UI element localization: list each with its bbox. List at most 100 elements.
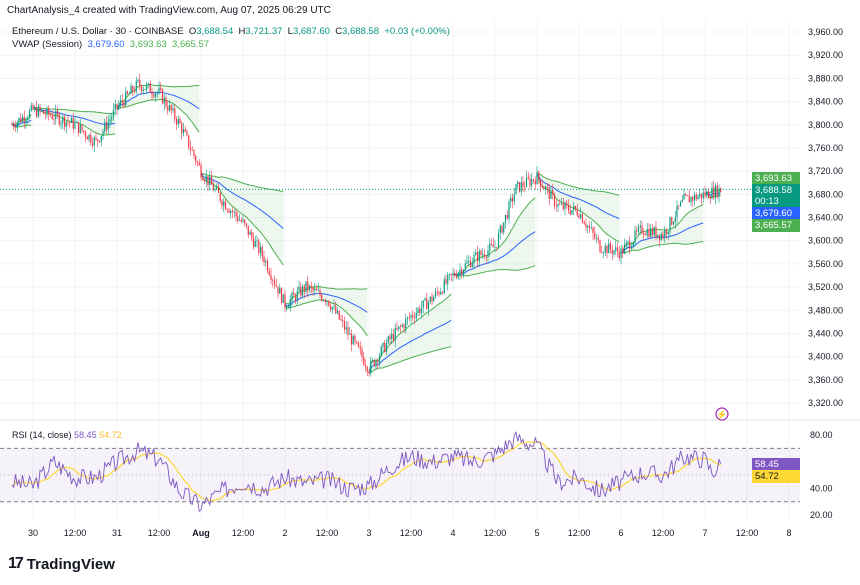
candle-body [247, 225, 249, 235]
candle-body [471, 262, 473, 268]
candle-body [350, 333, 353, 345]
candle-body [669, 217, 671, 232]
candle-body [340, 319, 342, 321]
symbol-label[interactable]: Ethereum / U.S. Dollar · 30 · COINBASE [12, 26, 184, 37]
candle-body [613, 250, 615, 254]
candle-body [364, 364, 367, 368]
candle-body [718, 187, 720, 197]
candle-body [231, 210, 234, 213]
candle-body [408, 317, 410, 319]
time-axis-label: 6 [618, 528, 623, 538]
candle-body [426, 298, 428, 310]
candle-body [370, 360, 372, 374]
candle-body [587, 226, 589, 228]
time-axis-label: 4 [450, 528, 455, 538]
candle-body [107, 121, 109, 130]
candle-body [660, 234, 662, 240]
candle-body [697, 196, 699, 200]
candle-body [296, 291, 298, 301]
candle-body [270, 274, 272, 280]
candle-body [380, 346, 382, 356]
rsi-ma-tag: 54.72 [752, 470, 800, 483]
candle-body [298, 286, 300, 292]
candle-body [630, 246, 633, 249]
vwap-lower-band [621, 240, 704, 254]
candle-body [606, 245, 608, 254]
vwap-band-fill [117, 84, 200, 133]
rsi-label[interactable]: RSI (14, close) [12, 430, 72, 440]
candle-body [566, 202, 568, 205]
candle-body [368, 371, 370, 374]
tradingview-logo[interactable]: 17 TradingView [8, 555, 115, 573]
candle-body [55, 110, 57, 119]
candle-body [693, 194, 696, 201]
candle-body [209, 176, 211, 186]
time-axis-label: 3 [366, 528, 371, 538]
candle-body [529, 178, 531, 186]
candle-body [599, 240, 601, 252]
candle-body [517, 181, 519, 185]
low-value: 3,687.60 [292, 26, 330, 37]
candle-body [291, 292, 293, 300]
candle-body [692, 197, 694, 201]
candle-body [429, 296, 431, 302]
candle-body [319, 290, 321, 296]
candle-body [321, 295, 323, 301]
candle-body [265, 260, 267, 263]
candle-body [308, 285, 311, 291]
candle-body [140, 85, 143, 91]
candle-body [168, 105, 171, 111]
change-value: +0.03 (+0.00%) [384, 26, 450, 37]
candle-body [93, 137, 95, 146]
price-axis-label: 3,800.00 [808, 120, 843, 130]
candle-body [667, 231, 669, 235]
price-axis-label: 3,560.00 [808, 259, 843, 269]
candle-body [629, 241, 631, 249]
candle-body [494, 247, 496, 248]
candle-body [251, 232, 253, 238]
candle-body [11, 124, 13, 126]
candle-body [655, 227, 657, 238]
tradingview-logo-icon: 17 [8, 555, 24, 572]
candle-body [226, 209, 228, 211]
price-axis-label: 3,640.00 [808, 213, 843, 223]
candle-body [235, 211, 237, 217]
rsi-line [11, 431, 722, 513]
time-axis-label: 12:00 [484, 528, 507, 538]
flash-icon[interactable] [715, 407, 729, 421]
price-axis-label: 3,920.00 [808, 50, 843, 60]
vwap-line [704, 192, 721, 196]
candle-body [548, 187, 550, 199]
price-axis-label: 3,760.00 [808, 143, 843, 153]
candle-body [378, 355, 381, 363]
candle-body [436, 291, 438, 293]
candle-body [678, 205, 680, 207]
candle-body [161, 89, 164, 104]
candle-body [105, 122, 108, 130]
candle-body [469, 260, 472, 268]
price-axis-label: 3,680.00 [808, 189, 843, 199]
candle-body [14, 126, 17, 128]
candle-body [258, 240, 260, 253]
vwap-band-fill [285, 286, 368, 336]
candle-body [597, 238, 599, 241]
vwap-line [284, 292, 368, 313]
candle-body [214, 188, 216, 191]
candle-body [181, 123, 183, 134]
vwap-lower-tag: 3,665.57 [752, 219, 800, 232]
candle-body [412, 315, 414, 318]
candle-body [713, 187, 715, 198]
vwap-band-fill [201, 173, 284, 266]
vwap-label[interactable]: VWAP (Session) [12, 39, 83, 50]
candle-body [317, 290, 319, 291]
candle-body [604, 245, 606, 253]
candle-body [345, 327, 347, 330]
price-chart[interactable]: 3,320.00 3,360.00 3,400.00 3,440.00 3,480.00… [0, 0, 860, 545]
candle-body [83, 130, 85, 133]
candle-body [65, 121, 67, 127]
close-value: 3,688.58 [342, 26, 380, 37]
candle-body [249, 232, 251, 235]
candle-body [18, 117, 20, 123]
candle-body [48, 108, 50, 115]
candle-body [177, 118, 179, 125]
